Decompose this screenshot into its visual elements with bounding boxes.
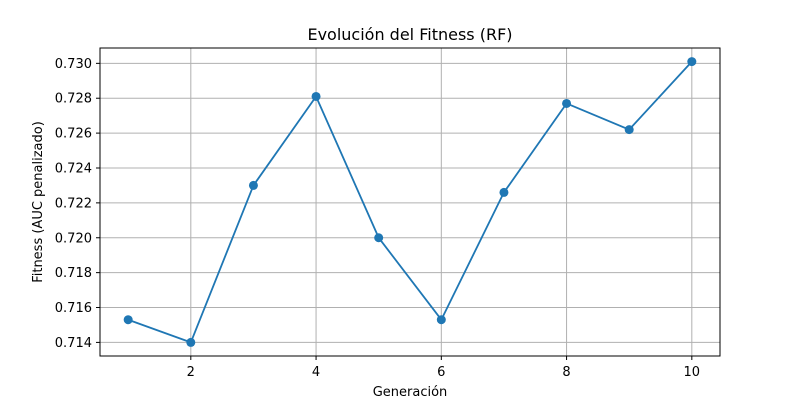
x-tick-label: 2 (187, 365, 195, 380)
y-tick-label: 0.730 (55, 57, 92, 72)
data-point (186, 337, 196, 347)
y-tick-label: 0.722 (55, 196, 92, 211)
y-tick-label: 0.726 (55, 127, 92, 142)
x-tick-label: 6 (437, 365, 445, 380)
data-point (311, 91, 321, 101)
y-tick-label: 0.720 (55, 231, 92, 246)
series-layer (123, 57, 697, 347)
y-tick-label: 0.716 (55, 301, 92, 316)
x-tick-label: 4 (312, 365, 320, 380)
axis-ticks: 2 4 6 8 10 0.714 0.716 0.718 0.720 0.722 0.724 0.72… (55, 57, 700, 380)
data-point (436, 315, 446, 325)
data-point (374, 233, 384, 243)
y-tick-label: 0.728 (55, 92, 92, 107)
y-axis-label: Fitness (AUC penalizado) (31, 121, 46, 283)
data-point (624, 125, 634, 135)
data-point (248, 180, 258, 190)
data-point (562, 98, 572, 108)
chart-title: Evolución del Fitness (RF) (307, 25, 512, 44)
y-tick-label: 0.714 (55, 336, 92, 351)
plot-frame (99, 47, 721, 357)
data-point (687, 57, 697, 67)
x-tick-label: 8 (562, 365, 570, 380)
x-axis-label: Generación (373, 385, 448, 400)
grid (100, 48, 720, 356)
x-tick-label: 10 (684, 365, 701, 380)
series-line (127, 60, 693, 344)
y-tick-label: 0.724 (55, 161, 92, 176)
data-point (123, 315, 133, 325)
y-tick-label: 0.718 (55, 266, 92, 281)
data-point (499, 187, 509, 197)
